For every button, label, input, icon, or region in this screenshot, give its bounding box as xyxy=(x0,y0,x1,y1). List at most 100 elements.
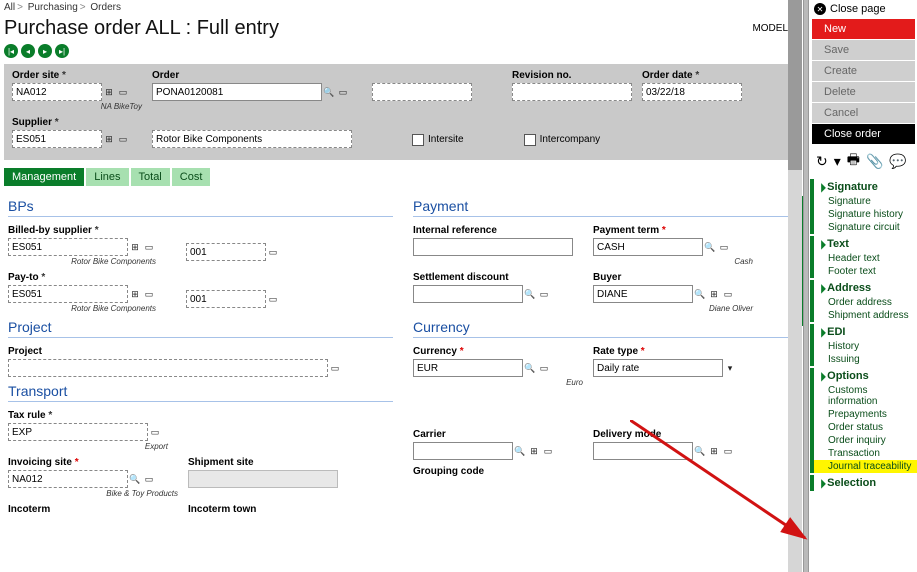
scrollthumb[interactable] xyxy=(788,0,802,170)
sidebar-link[interactable]: Issuing xyxy=(814,353,917,366)
sidebar-link[interactable]: Signature history xyxy=(814,208,917,221)
search-icon[interactable]: 🔍 xyxy=(322,83,336,101)
scrollbar[interactable] xyxy=(788,0,802,572)
close-page-button[interactable]: ✕ Close page xyxy=(810,0,917,18)
project-input[interactable] xyxy=(8,359,328,377)
selection-icon[interactable]: ⊞ xyxy=(707,285,721,303)
sidebar-link[interactable]: History xyxy=(814,340,917,353)
sidebar-group-address[interactable]: Address xyxy=(814,280,917,296)
breadcrumb-item[interactable]: All xyxy=(4,2,15,13)
sidebar-link[interactable]: Footer text xyxy=(814,265,917,278)
selection-icon[interactable]: ⊞ xyxy=(527,442,541,460)
billedby-code-input[interactable] xyxy=(186,243,266,261)
card-icon[interactable]: ▭ xyxy=(721,285,735,303)
taxrule-input[interactable] xyxy=(8,423,148,441)
next-record-icon[interactable]: ▸ xyxy=(38,44,52,58)
save-button[interactable]: Save xyxy=(812,40,915,60)
first-record-icon[interactable]: |◂ xyxy=(4,44,18,58)
carrier-input[interactable] xyxy=(413,442,513,460)
card-icon[interactable]: ▭ xyxy=(266,290,280,308)
card-icon[interactable]: ▭ xyxy=(336,83,350,101)
term-input[interactable] xyxy=(593,238,703,256)
search-icon[interactable]: 🔍 xyxy=(523,285,537,303)
card-icon[interactable]: ▭ xyxy=(721,442,735,460)
search-icon[interactable]: 🔍 xyxy=(693,442,707,460)
card-icon[interactable]: ▭ xyxy=(142,238,156,256)
sidebar-link[interactable]: Order status xyxy=(814,421,917,434)
sidebar-link[interactable]: Header text xyxy=(814,252,917,265)
card-icon[interactable]: ▭ xyxy=(142,285,156,303)
order-site-input[interactable] xyxy=(12,83,102,101)
card-icon[interactable]: ▭ xyxy=(717,238,731,256)
sidebar-link[interactable]: Shipment address xyxy=(814,309,917,322)
search-icon[interactable]: 🔍 xyxy=(128,470,142,488)
buyer-input[interactable] xyxy=(593,285,693,303)
sidebar-group-text[interactable]: Text xyxy=(814,236,917,252)
create-button[interactable]: Create xyxy=(812,61,915,81)
search-icon[interactable]: 🔍 xyxy=(523,359,537,377)
delivery-input[interactable] xyxy=(593,442,693,460)
payto-input[interactable] xyxy=(8,285,128,303)
order-input[interactable] xyxy=(152,83,322,101)
sidebar-group-signature[interactable]: Signature xyxy=(814,179,917,195)
breadcrumb-item[interactable]: Purchasing xyxy=(28,2,78,13)
intref-input[interactable] xyxy=(413,238,573,256)
sidebar-group-selection[interactable]: Selection xyxy=(814,475,917,491)
sidebar-link[interactable]: Prepayments xyxy=(814,408,917,421)
invsite-input[interactable] xyxy=(8,470,128,488)
settlement-input[interactable] xyxy=(413,285,523,303)
comment-icon[interactable]: 💬 xyxy=(889,153,906,170)
selection-icon[interactable]: ⊞ xyxy=(707,442,721,460)
card-icon[interactable]: ▭ xyxy=(328,359,342,377)
prev-record-icon[interactable]: ◂ xyxy=(21,44,35,58)
sidebar-link[interactable]: Order address xyxy=(814,296,917,309)
card-icon[interactable]: ▭ xyxy=(537,359,551,377)
card-icon[interactable]: ▭ xyxy=(142,470,156,488)
breadcrumb-item[interactable]: Orders xyxy=(90,2,121,13)
payto-code-input[interactable] xyxy=(186,290,266,308)
billedby-input[interactable] xyxy=(8,238,128,256)
card-icon[interactable]: ▭ xyxy=(537,285,551,303)
card-icon[interactable]: ▭ xyxy=(266,243,280,261)
search-icon[interactable]: 🔍 xyxy=(703,238,717,256)
currency-input[interactable] xyxy=(413,359,523,377)
print-icon[interactable]: 🖶 xyxy=(847,149,860,173)
sidebar-link[interactable]: Customs information xyxy=(814,384,917,408)
tab-lines[interactable]: Lines xyxy=(86,168,128,186)
last-record-icon[interactable]: ▸| xyxy=(55,44,69,58)
sidebar-link[interactable]: Signature circuit xyxy=(814,221,917,234)
card-icon[interactable]: ▭ xyxy=(116,83,130,101)
tab-cost[interactable]: Cost xyxy=(172,168,211,186)
new-button[interactable]: New xyxy=(812,19,915,39)
pane-divider[interactable] xyxy=(803,0,809,572)
sidebar-link[interactable]: Order inquiry xyxy=(814,434,917,447)
close-order-button[interactable]: Close order xyxy=(812,124,915,144)
sidebar-link[interactable]: Signature xyxy=(814,195,917,208)
order-extra-input[interactable] xyxy=(372,83,472,101)
search-icon[interactable]: 🔍 xyxy=(513,442,527,460)
delete-button[interactable]: Delete xyxy=(812,82,915,102)
tab-management[interactable]: Management xyxy=(4,168,84,186)
card-icon[interactable]: ▭ xyxy=(541,442,555,460)
ratetype-input[interactable] xyxy=(593,359,723,377)
order-date-input[interactable] xyxy=(642,83,742,101)
sidebar-link[interactable]: Transaction xyxy=(814,447,917,460)
card-icon[interactable]: ▭ xyxy=(116,130,130,148)
selection-icon[interactable]: ⊞ xyxy=(102,83,116,101)
selection-icon[interactable]: ⊞ xyxy=(128,285,142,303)
sidebar-link[interactable]: Journal traceability xyxy=(814,460,917,473)
selection-icon[interactable]: ⊞ xyxy=(102,130,116,148)
supplier-input[interactable] xyxy=(12,130,102,148)
chevron-down-icon[interactable]: ▾ xyxy=(723,359,737,377)
sidebar-group-edi[interactable]: EDI xyxy=(814,324,917,340)
dropdown-icon[interactable]: ▾ xyxy=(834,153,841,170)
tab-total[interactable]: Total xyxy=(131,168,170,186)
attachment-icon[interactable]: 📎 xyxy=(866,153,883,170)
sidebar-group-options[interactable]: Options xyxy=(814,368,917,384)
cancel-button[interactable]: Cancel xyxy=(812,103,915,123)
revision-input[interactable] xyxy=(512,83,632,101)
card-icon[interactable]: ▭ xyxy=(148,423,162,441)
search-icon[interactable]: 🔍 xyxy=(693,285,707,303)
intercompany-check[interactable]: Intercompany xyxy=(524,131,601,148)
refresh-icon[interactable]: ↻ xyxy=(816,153,828,170)
